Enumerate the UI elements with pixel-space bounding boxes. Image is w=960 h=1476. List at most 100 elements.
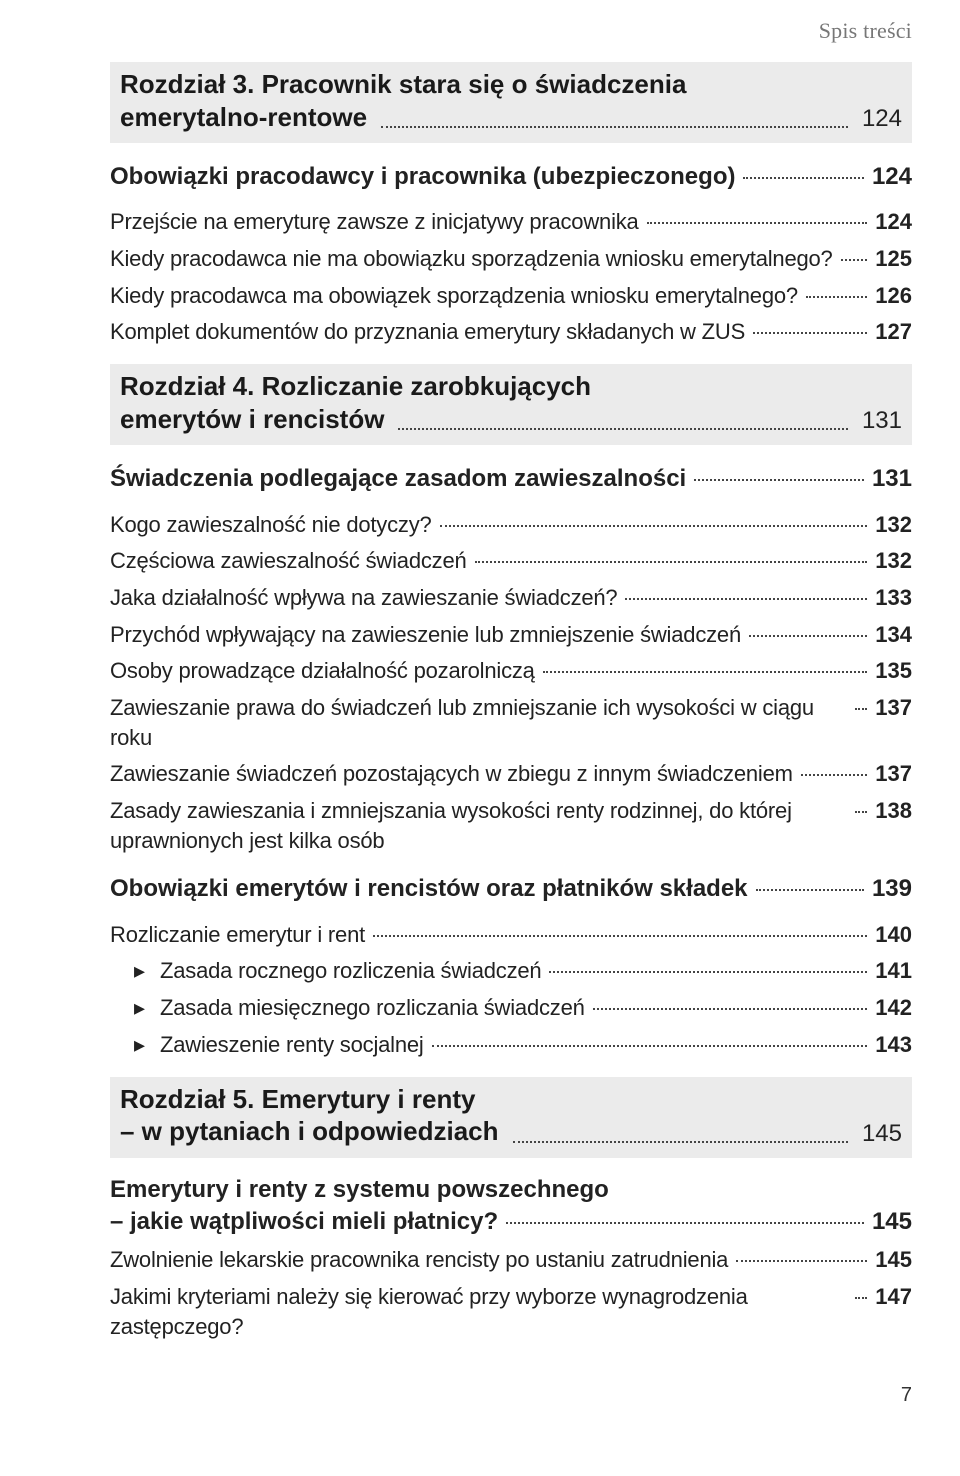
running-head: Spis treści — [110, 18, 912, 44]
toc-entry: ▸Zawieszenie renty socjalnej143 — [110, 1030, 912, 1060]
bullet-icon: ▸ — [134, 956, 156, 986]
dot-leader — [432, 1045, 868, 1047]
page-number: 7 — [110, 1384, 912, 1407]
toc-entry-page: 126 — [875, 281, 912, 311]
dot-leader — [549, 971, 867, 973]
dot-leader — [841, 259, 868, 261]
dot-leader — [753, 332, 867, 334]
toc-entry: Zawieszanie świadczeń pozostających w zb… — [110, 759, 912, 789]
chapter-heading: Rozdział 4. Rozliczanie zarobkującycheme… — [110, 364, 912, 445]
dot-leader — [513, 1141, 848, 1143]
table-of-contents: Rozdział 3. Pracownik stara się o świadc… — [110, 62, 912, 1358]
dot-leader — [743, 177, 863, 179]
dot-leader — [647, 222, 868, 224]
toc-entry-page: 132 — [875, 546, 912, 576]
toc-entry-label: Kiedy pracodawca ma obowiązek sporządzen… — [110, 281, 798, 311]
chapter-title-line: emerytalno-rentowe — [120, 101, 367, 134]
dot-leader — [475, 561, 868, 563]
toc-entry-label: Zasada rocznego rozliczenia świadczeń — [160, 956, 541, 986]
chapter-page: 131 — [862, 407, 902, 435]
bullet-icon: ▸ — [134, 1030, 156, 1060]
dot-leader — [593, 1008, 868, 1010]
toc-entry: Jakimi kryteriami należy się kierować pr… — [110, 1282, 912, 1341]
toc-entry: Obowiązki emerytów i rencistów oraz płat… — [110, 873, 912, 905]
toc-entry-page: 132 — [875, 510, 912, 540]
toc-entry-label: Przychód wpływający na zawieszenie lub z… — [110, 620, 741, 650]
toc-entry-label: Częściowa zawieszalność świadczeń — [110, 546, 467, 576]
toc-entry-label: Zawieszanie świadczeń pozostających w zb… — [110, 759, 793, 789]
toc-entry: Zwolnienie lekarskie pracownika rencisty… — [110, 1245, 912, 1275]
chapter-title-line: emerytów i rencistów — [120, 403, 384, 436]
bullet-icon: ▸ — [134, 993, 156, 1023]
chapter-heading: Rozdział 3. Pracownik stara się o świadc… — [110, 62, 912, 143]
dot-leader — [506, 1222, 864, 1224]
toc-entry: Kiedy pracodawca nie ma obowiązku sporzą… — [110, 244, 912, 274]
toc-entry-label: Jaka działalność wpływa na zawieszanie ś… — [110, 583, 617, 613]
toc-entry-page: 124 — [875, 207, 912, 237]
toc-entry: ▸Zasada miesięcznego rozliczania świadcz… — [110, 993, 912, 1023]
toc-entry-page: 127 — [875, 317, 912, 347]
dot-leader — [381, 126, 848, 128]
dot-leader — [749, 635, 867, 637]
dot-leader — [736, 1260, 867, 1262]
toc-entry-page: 134 — [875, 620, 912, 650]
dot-leader — [543, 671, 868, 673]
toc-entry-page: 125 — [875, 244, 912, 274]
dot-leader — [398, 428, 848, 430]
dot-leader — [806, 296, 867, 298]
toc-entry-page: 137 — [875, 759, 912, 789]
toc-entry-label: Osoby prowadzące działalność pozarolnicz… — [110, 656, 535, 686]
toc-entry-label: Emerytury i renty z systemu powszechnego — [110, 1174, 609, 1206]
toc-entry-page: 138 — [875, 796, 912, 826]
toc-entry-page: 139 — [872, 873, 912, 905]
toc-entry-page: 145 — [875, 1245, 912, 1275]
chapter-heading: Rozdział 5. Emerytury i renty– w pytania… — [110, 1077, 912, 1158]
dot-leader — [373, 935, 867, 937]
toc-entry-label: Kiedy pracodawca nie ma obowiązku sporzą… — [110, 244, 833, 274]
toc-entry-page: 143 — [875, 1030, 912, 1060]
toc-entry: Przejście na emeryturę zawsze z inicjaty… — [110, 207, 912, 237]
chapter-page: 124 — [862, 105, 902, 133]
toc-entry-label: Rozliczanie emerytur i rent — [110, 920, 365, 950]
dot-leader — [440, 525, 868, 527]
dot-leader — [801, 774, 868, 776]
chapter-page: 145 — [862, 1120, 902, 1148]
toc-entry-label: – jakie wątpliwości mieli płatnicy? — [110, 1206, 498, 1238]
toc-entry: Zasady zawieszania i zmniejszania wysoko… — [110, 796, 912, 855]
toc-entry-page: 145 — [872, 1206, 912, 1238]
toc-entry-label: Świadczenia podlegające zasadom zawiesza… — [110, 463, 686, 495]
toc-entry-label: Zwolnienie lekarskie pracownika rencisty… — [110, 1245, 728, 1275]
toc-entry-page: 141 — [875, 956, 912, 986]
toc-entry: Częściowa zawieszalność świadczeń 132 — [110, 546, 912, 576]
dot-leader — [855, 708, 867, 710]
toc-entry-page: 135 — [875, 656, 912, 686]
toc-entry: Przychód wpływający na zawieszenie lub z… — [110, 620, 912, 650]
chapter-title-line: Rozdział 5. Emerytury i renty — [120, 1083, 902, 1116]
toc-entry: Kogo zawieszalność nie dotyczy? 132 — [110, 510, 912, 540]
toc-entry-page: 133 — [875, 583, 912, 613]
toc-entry: Komplet dokumentów do przyznania emerytu… — [110, 317, 912, 347]
toc-entry: Rozliczanie emerytur i rent140 — [110, 920, 912, 950]
toc-entry-label: Zasady zawieszania i zmniejszania wysoko… — [110, 796, 847, 855]
toc-entry: Jaka działalność wpływa na zawieszanie ś… — [110, 583, 912, 613]
toc-entry-label: Obowiązki emerytów i rencistów oraz płat… — [110, 873, 748, 905]
chapter-title-line: Rozdział 3. Pracownik stara się o świadc… — [120, 68, 902, 101]
toc-entry: ▸Zasada rocznego rozliczenia świadczeń 14… — [110, 956, 912, 986]
toc-entry-label: Kogo zawieszalność nie dotyczy? — [110, 510, 432, 540]
toc-entry-page: 142 — [875, 993, 912, 1023]
toc-entry: Osoby prowadzące działalność pozarolnicz… — [110, 656, 912, 686]
chapter-title-line: – w pytaniach i odpowiedziach — [120, 1115, 499, 1148]
dot-leader — [855, 811, 867, 813]
toc-entry-label: Jakimi kryteriami należy się kierować pr… — [110, 1282, 847, 1341]
dot-leader — [694, 479, 864, 481]
chapter-title-line: Rozdział 4. Rozliczanie zarobkujących — [120, 370, 902, 403]
toc-entry: Świadczenia podlegające zasadom zawiesza… — [110, 463, 912, 495]
toc-entry: Obowiązki pracodawcy i pracownika (ubezp… — [110, 161, 912, 193]
toc-entry-label: Obowiązki pracodawcy i pracownika (ubezp… — [110, 161, 735, 193]
dot-leader — [756, 889, 864, 891]
toc-entry-page: 124 — [872, 161, 912, 193]
toc-entry-label: Zasada miesięcznego rozliczania świadcze… — [160, 993, 585, 1023]
dot-leader — [625, 598, 867, 600]
toc-entry-label: Komplet dokumentów do przyznania emerytu… — [110, 317, 745, 347]
toc-entry: Zawieszanie prawa do świadczeń lub zmnie… — [110, 693, 912, 752]
